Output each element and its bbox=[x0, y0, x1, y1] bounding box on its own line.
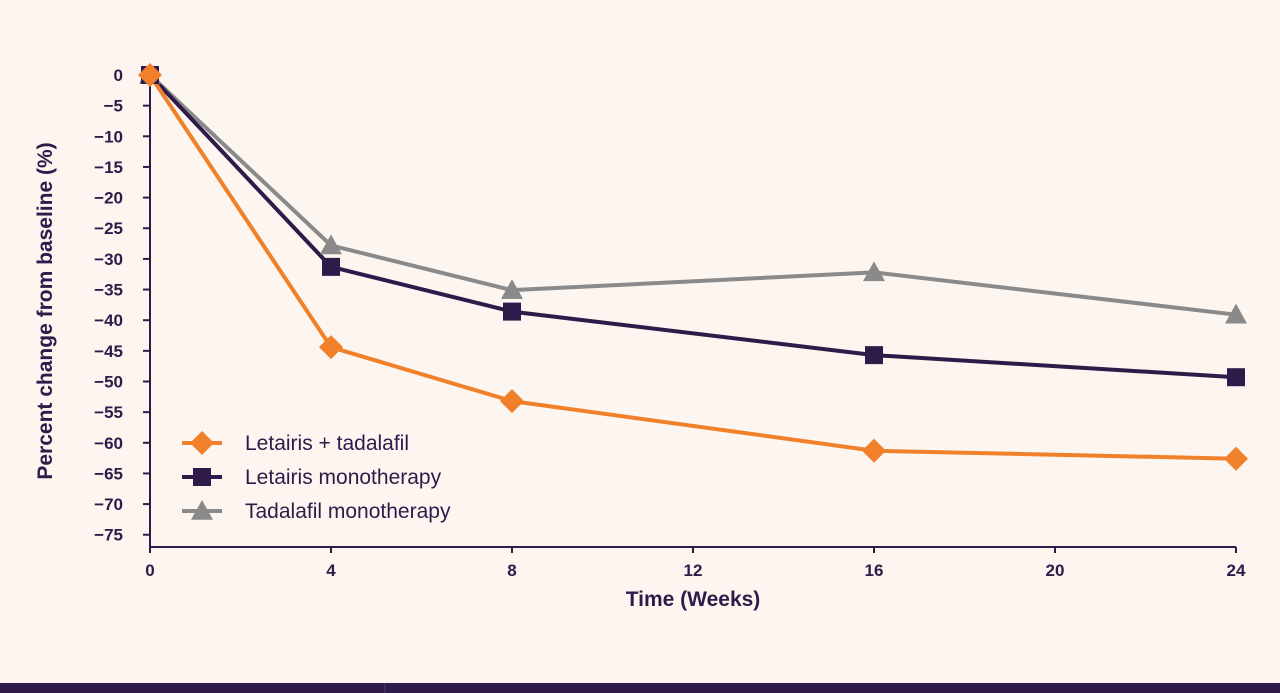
footer-divider bbox=[384, 683, 386, 693]
x-tick-label: 12 bbox=[684, 561, 703, 580]
data-point-series-3 bbox=[501, 279, 523, 299]
y-tick-label: −40 bbox=[94, 311, 123, 330]
data-point-series-2 bbox=[322, 257, 340, 276]
legend: Letairis + tadalafil Letairis monotherapy… bbox=[182, 431, 451, 523]
y-axis-title: Percent change from baseline (%) bbox=[34, 142, 57, 479]
data-point-series-2 bbox=[865, 346, 883, 365]
y-tick-label: −65 bbox=[94, 464, 123, 483]
data-point-series-1 bbox=[1224, 446, 1248, 471]
y-tick-label: −25 bbox=[94, 219, 123, 238]
x-tick-label: 16 bbox=[865, 561, 884, 580]
data-point-series-3 bbox=[863, 261, 885, 282]
y-tick-label: −30 bbox=[94, 250, 123, 269]
y-tick-label: −10 bbox=[94, 127, 123, 146]
y-tick-label: −35 bbox=[94, 281, 123, 300]
x-axis-title: Time (Weeks) bbox=[626, 588, 761, 611]
y-tick-label: −60 bbox=[94, 434, 123, 453]
y-tick-label: −70 bbox=[94, 495, 123, 514]
data-point-series-3 bbox=[320, 234, 342, 255]
legend-label: Tadalafil monotherapy bbox=[245, 500, 451, 523]
legend-label: Letairis + tadalafil bbox=[245, 432, 409, 455]
legend-marker bbox=[193, 468, 211, 486]
legend-marker bbox=[190, 431, 214, 455]
y-tick-label: −45 bbox=[94, 342, 123, 361]
y-tick-label: 0 bbox=[114, 66, 123, 85]
series-lines bbox=[148, 73, 1237, 461]
axes: 0 −5 −10 −15 −20 −25 −30 −35 −40 −45 −50 −55 −60 −65 −… bbox=[34, 66, 1246, 611]
data-point-series-1 bbox=[500, 389, 524, 414]
x-tick-label: 0 bbox=[145, 561, 154, 580]
data-point-series-2 bbox=[1227, 368, 1245, 387]
x-tick-label: 4 bbox=[326, 561, 336, 580]
data-point-series-1 bbox=[862, 438, 886, 463]
y-tick-label: −75 bbox=[94, 526, 123, 545]
data-point-series-1 bbox=[319, 335, 343, 360]
y-tick-label: −5 bbox=[104, 97, 123, 116]
data-point-series-3 bbox=[1225, 303, 1247, 324]
y-tick-label: −20 bbox=[94, 189, 123, 208]
footer-bar bbox=[0, 683, 1280, 693]
x-tick-label: 20 bbox=[1046, 561, 1065, 580]
series-line-3 bbox=[148, 73, 1237, 317]
x-tick-label: 8 bbox=[507, 561, 516, 580]
x-tick-label: 24 bbox=[1227, 561, 1246, 580]
series-line-1 bbox=[148, 73, 1237, 461]
y-tick-label: −15 bbox=[94, 158, 123, 177]
y-tick-label: −55 bbox=[94, 403, 123, 422]
legend-label: Letairis monotherapy bbox=[245, 466, 442, 489]
data-point-series-1 bbox=[138, 63, 162, 87]
legend-marker bbox=[191, 500, 213, 520]
data-point-series-2 bbox=[503, 302, 521, 321]
series-markers bbox=[138, 63, 1248, 471]
y-tick-label: −50 bbox=[94, 372, 123, 391]
